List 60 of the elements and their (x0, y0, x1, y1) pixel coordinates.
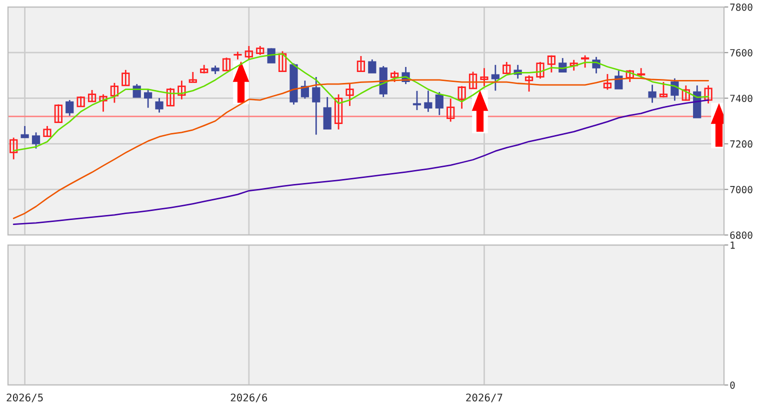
candlestick (43, 125, 52, 137)
candlestick (570, 59, 578, 72)
candlestick (278, 50, 287, 72)
candlestick (524, 74, 534, 92)
candlestick (536, 61, 544, 80)
candlestick (368, 58, 376, 74)
candlestick (122, 69, 130, 86)
y-tick-label: 7200 (730, 140, 752, 148)
candlestick (682, 84, 690, 102)
candlestick (491, 64, 500, 92)
x-tick-label: 2026/7 (466, 394, 502, 402)
candlestick (155, 97, 164, 114)
candlestick (346, 82, 354, 107)
candlestick (178, 80, 186, 100)
candlestick (670, 78, 679, 102)
candlestick (166, 87, 175, 106)
y-tick-label: 6800 (730, 232, 752, 239)
candlestick (468, 71, 478, 90)
candlestick (614, 70, 623, 90)
candlestick (446, 98, 455, 122)
y-tick-label: 0 (730, 382, 735, 389)
candlestick (10, 136, 18, 160)
candlestick (480, 67, 488, 87)
candlestick (626, 69, 634, 83)
candlestick (66, 99, 74, 116)
candlestick (144, 88, 152, 108)
candlestick (32, 132, 40, 150)
candlestick (581, 54, 590, 68)
candlestick (323, 96, 332, 130)
candlestick (188, 71, 197, 83)
candlestick (603, 73, 612, 90)
candlestick (424, 90, 432, 113)
candlestick (412, 90, 422, 111)
candlestick (648, 84, 656, 104)
x-tick-label: 2026/6 (230, 394, 268, 402)
candlestick (110, 82, 119, 104)
candlestick (502, 61, 511, 74)
y-tick-label: 7400 (730, 94, 752, 102)
candlestick (76, 96, 85, 108)
candlestick (244, 45, 253, 60)
candlestick (20, 125, 29, 138)
candlestick (99, 94, 108, 112)
y-tick-label: 7000 (730, 186, 752, 194)
candlestick (390, 70, 399, 83)
candlestick (547, 54, 556, 74)
candlestick (334, 94, 343, 130)
candlestick (356, 55, 366, 72)
candlestick (54, 104, 62, 124)
candlestick (222, 56, 231, 72)
y-tick-label: 7800 (730, 4, 752, 11)
candlestick (312, 76, 320, 136)
candlestick (435, 91, 444, 116)
candlestick (458, 85, 466, 110)
y-tick-label: 7600 (730, 49, 752, 56)
y-tick-label: 1 (730, 242, 735, 249)
candlestick (659, 81, 668, 98)
candlestick (234, 50, 242, 60)
x-tick-label: 2026/5 (6, 394, 43, 402)
candlestick (704, 84, 712, 104)
candlestick (88, 89, 96, 102)
